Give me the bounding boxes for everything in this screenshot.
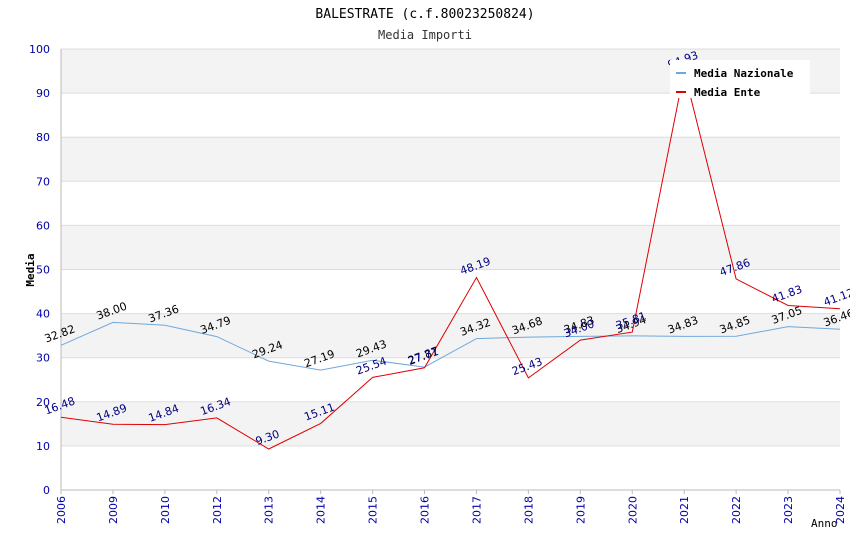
band-30 xyxy=(61,313,840,358)
x-tick-2009: 2009 xyxy=(107,496,120,524)
x-tick-2015: 2015 xyxy=(367,496,380,524)
band-0 xyxy=(61,445,840,490)
y-tick-100: 100 xyxy=(29,43,50,56)
series-line-media-nazionale xyxy=(60,321,841,371)
x-tick-2023: 2023 xyxy=(782,496,795,524)
x-tick-2024: 2024 xyxy=(834,496,847,524)
y-tick-40: 40 xyxy=(36,308,50,321)
x-tick-2010: 2010 xyxy=(159,496,172,524)
band-40 xyxy=(61,269,840,314)
band-80 xyxy=(61,93,840,138)
x-tick-2006: 2006 xyxy=(55,496,68,524)
band-70 xyxy=(61,137,840,182)
band-20 xyxy=(61,357,840,402)
x-tick-2016: 2016 xyxy=(419,496,432,524)
chart-subtitle: Media Importi xyxy=(378,28,472,42)
legend-box xyxy=(670,60,810,98)
x-tick-2017: 2017 xyxy=(470,496,483,524)
axes xyxy=(60,49,841,494)
x-tick-labels: 2006 2009 2010 2012 2013 2014 2015 2016 2017 2018… xyxy=(55,496,847,524)
x-tick-2013: 2013 xyxy=(263,496,276,524)
y-tick-90: 90 xyxy=(36,87,50,100)
x-tick-2020: 2020 xyxy=(626,496,639,524)
y-axis-label: Media xyxy=(24,253,37,286)
y-tick-30: 30 xyxy=(36,352,50,365)
y-tick-80: 80 xyxy=(36,131,50,144)
series-line-media-ente xyxy=(60,71,841,450)
chart-title: BALESTRATE (c.f.80023250824) xyxy=(315,7,534,22)
x-tick-2018: 2018 xyxy=(522,496,535,524)
y-tick-60: 60 xyxy=(36,219,50,232)
legend-label-media-nazionale: Media Nazionale xyxy=(694,67,794,80)
band-50 xyxy=(61,225,840,270)
y-tick-labels: 0 10 20 30 40 50 60 70 80 90 100 xyxy=(29,43,50,497)
background-bands xyxy=(61,49,840,490)
x-tick-2019: 2019 xyxy=(574,496,587,524)
y-tick-0: 0 xyxy=(43,484,50,497)
x-tick-2012: 2012 xyxy=(211,496,224,524)
band-60 xyxy=(61,181,840,226)
y-tick-70: 70 xyxy=(36,175,50,188)
x-tick-2022: 2022 xyxy=(730,496,743,524)
x-tick-2014: 2014 xyxy=(315,496,328,524)
x-tick-2021: 2021 xyxy=(678,496,691,524)
y-tick-50: 50 xyxy=(36,264,50,277)
band-10 xyxy=(61,401,840,446)
y-tick-20: 20 xyxy=(36,396,50,409)
legend-label-media-ente: Media Ente xyxy=(694,86,761,99)
y-tick-10: 10 xyxy=(36,440,50,453)
x-axis-label: Anno xyxy=(811,517,838,530)
legend: Media Nazionale Media Ente xyxy=(670,60,810,99)
series-lines xyxy=(60,71,841,450)
